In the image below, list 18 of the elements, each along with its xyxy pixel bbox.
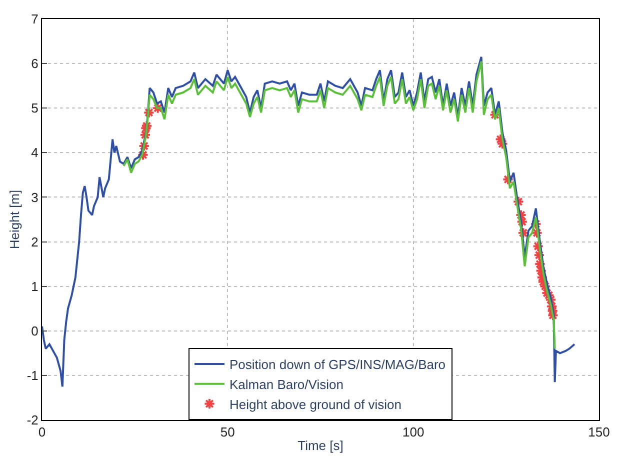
legend-label: Height above ground of vision	[230, 396, 402, 412]
y-tick-label: 7	[31, 12, 38, 27]
y-tick-label: 6	[31, 56, 38, 72]
y-tick-label: -2	[26, 412, 38, 428]
y-tick-label: 4	[31, 145, 38, 160]
x-tick-label: 50	[220, 424, 235, 440]
y-tick-label: 3	[31, 190, 38, 205]
y-tick-label: 1	[31, 278, 38, 294]
y-tick-label: 5	[31, 100, 38, 116]
y-tick-label: 2	[31, 234, 38, 250]
legend-label: Position down of GPS/INS/MAG/Baro	[230, 357, 446, 372]
legend-label: Kalman Baro/Vision	[230, 376, 344, 392]
x-tick-label: 150	[588, 424, 610, 440]
x-tick-label: 100	[402, 424, 424, 440]
y-tick-label: -1	[26, 368, 38, 383]
x-axis-title: Time [s]	[298, 438, 344, 454]
y-axis-title: Height [m]	[6, 190, 22, 250]
y-tick-label: 0	[31, 323, 38, 338]
